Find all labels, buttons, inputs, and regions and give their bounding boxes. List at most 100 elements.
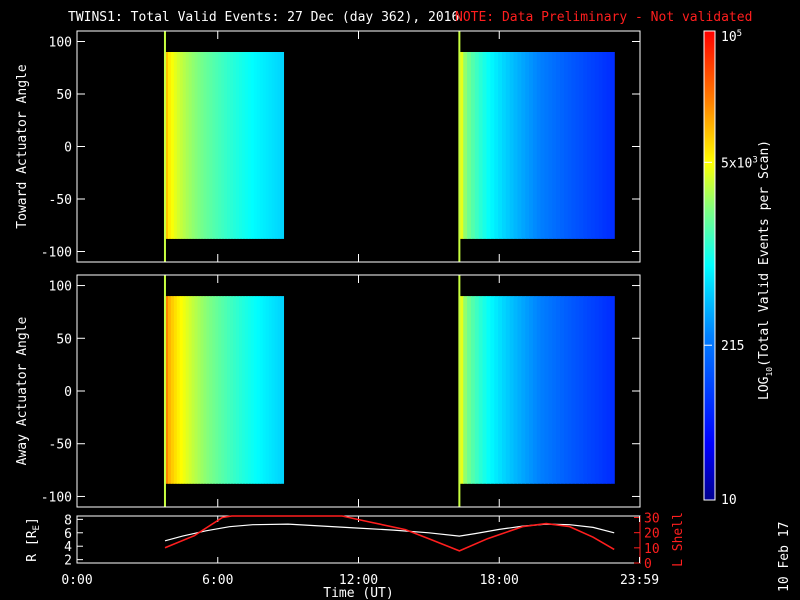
heatmap-cell: [176, 296, 181, 484]
date-stamp: 10 Feb 17: [777, 522, 792, 592]
y-tick-label: 50: [56, 88, 72, 103]
heatmap-cell: [221, 52, 225, 239]
heatmap-cell: [494, 52, 499, 239]
heatmap-cell: [575, 296, 580, 484]
heatmap-cell: [594, 296, 600, 484]
heatmap-cell: [486, 52, 491, 239]
heatmap-cell: [182, 52, 187, 239]
heatmap-cell: [197, 296, 202, 484]
heatmap-cell: [233, 296, 237, 484]
heatmap-cell: [170, 52, 175, 239]
y-tick-label: 50: [56, 332, 72, 347]
away-actuator-panel: 100 50 0 -50 -100 Away Actuator Angle: [15, 274, 641, 508]
heatmap-cell: [482, 52, 488, 239]
right-tick-label: 20: [644, 527, 660, 542]
heatmap-cell: [194, 52, 199, 239]
heatmap-cell: [552, 52, 557, 239]
heatmap-cell: [521, 52, 526, 239]
heatmap-cell: [239, 296, 243, 484]
heatmap-cell: [233, 52, 237, 239]
heatmap-cell: [571, 52, 577, 239]
heatmap-cell: [179, 296, 184, 484]
heatmap-cell: [197, 52, 202, 239]
heatmap-cell: [575, 52, 580, 239]
heatmap-cell: [209, 296, 213, 484]
heatmap-cell: [536, 52, 542, 239]
heatmap-cell: [590, 52, 596, 239]
heatmap-cell: [253, 296, 258, 484]
y-tick-label: 100: [49, 280, 72, 295]
heatmap-cell: [490, 296, 495, 484]
heatmap-cell: [517, 296, 522, 484]
heatmap-cell: [544, 52, 549, 239]
heatmap-cell: [200, 296, 205, 484]
heatmap-cell: [173, 52, 178, 239]
heatmap-cell: [224, 296, 228, 484]
heatmap-cell: [598, 296, 604, 484]
heatmap-cell: [182, 296, 187, 484]
heatmap-cell: [230, 52, 234, 239]
right-tick-label: 30: [644, 512, 660, 527]
right-tick-label: 10: [644, 542, 660, 557]
heatmap-cell: [606, 296, 611, 484]
y-axis-label: Away Actuator Angle: [15, 316, 30, 465]
heatmap-cell: [525, 296, 530, 484]
heatmap-cell: [268, 296, 273, 484]
heatmap-cell: [521, 296, 526, 484]
heatmap-cell: [265, 52, 270, 239]
colorbar: 105 5x103 215 10 LOG10(Total Valid Events p…: [703, 29, 774, 508]
heatmap-cell: [247, 52, 252, 239]
colorbar-tick-label: 10: [721, 493, 737, 508]
y-tick-label: -50: [49, 193, 72, 208]
heatmap-cell: [486, 296, 491, 484]
heatmap-cell: [556, 296, 561, 484]
y-tick-label: -100: [41, 246, 72, 261]
left-tick-label: 8: [64, 513, 72, 528]
heatmap-cell: [256, 52, 261, 239]
heatmap-cell: [250, 296, 255, 484]
heatmap-cell: [212, 52, 216, 239]
heatmap-cell: [602, 52, 608, 239]
heatmap-cell: [579, 296, 584, 484]
heatmap-cell: [579, 52, 584, 239]
heatmap-cell: [463, 52, 468, 239]
heatmap-cell: [513, 296, 519, 484]
heatmap-cell: [540, 52, 546, 239]
x-tick-label: 18:00: [480, 573, 519, 588]
heatmap-cell: [179, 52, 184, 239]
heatmap-cell: [185, 52, 190, 239]
heatmap-cell: [474, 296, 480, 484]
heatmap-cell: [250, 52, 255, 239]
heatmap-cell: [509, 296, 515, 484]
heatmap-cell: [224, 52, 228, 239]
left-tick-label: 2: [64, 554, 72, 569]
colorbar-label: LOG10(Total Valid Events per Scan): [757, 140, 774, 400]
heatmap-cell: [505, 296, 511, 484]
heatmap-cell: [188, 296, 193, 484]
right-tick-label: 0: [644, 557, 652, 572]
heatmap-cell: [277, 296, 282, 484]
heatmap-cell: [167, 296, 172, 484]
heatmap-cell: [536, 296, 542, 484]
heatmap-cell: [498, 296, 503, 484]
heatmap-cell: [227, 52, 231, 239]
heatmap-cell: [212, 296, 216, 484]
heatmap-cell: [176, 52, 181, 239]
heatmap-cell: [598, 52, 604, 239]
heatmap-cell: [548, 296, 553, 484]
heatmap-cell: [517, 52, 522, 239]
colorbar-scale: [703, 30, 716, 501]
heatmap-cell: [262, 52, 267, 239]
heatmap-cell: [215, 296, 219, 484]
heatmap-cell: [215, 52, 219, 239]
heatmap-cell: [230, 296, 234, 484]
heatmap-cell: [467, 52, 472, 239]
heatmap-cell: [280, 52, 285, 239]
x-tick-label: 12:00: [339, 573, 378, 588]
heatmap-cell: [164, 52, 169, 239]
heatmap-cell: [474, 52, 480, 239]
heatmap-cell: [583, 296, 588, 484]
heatmap-cell: [200, 52, 205, 239]
heatmap-cell: [590, 296, 596, 484]
